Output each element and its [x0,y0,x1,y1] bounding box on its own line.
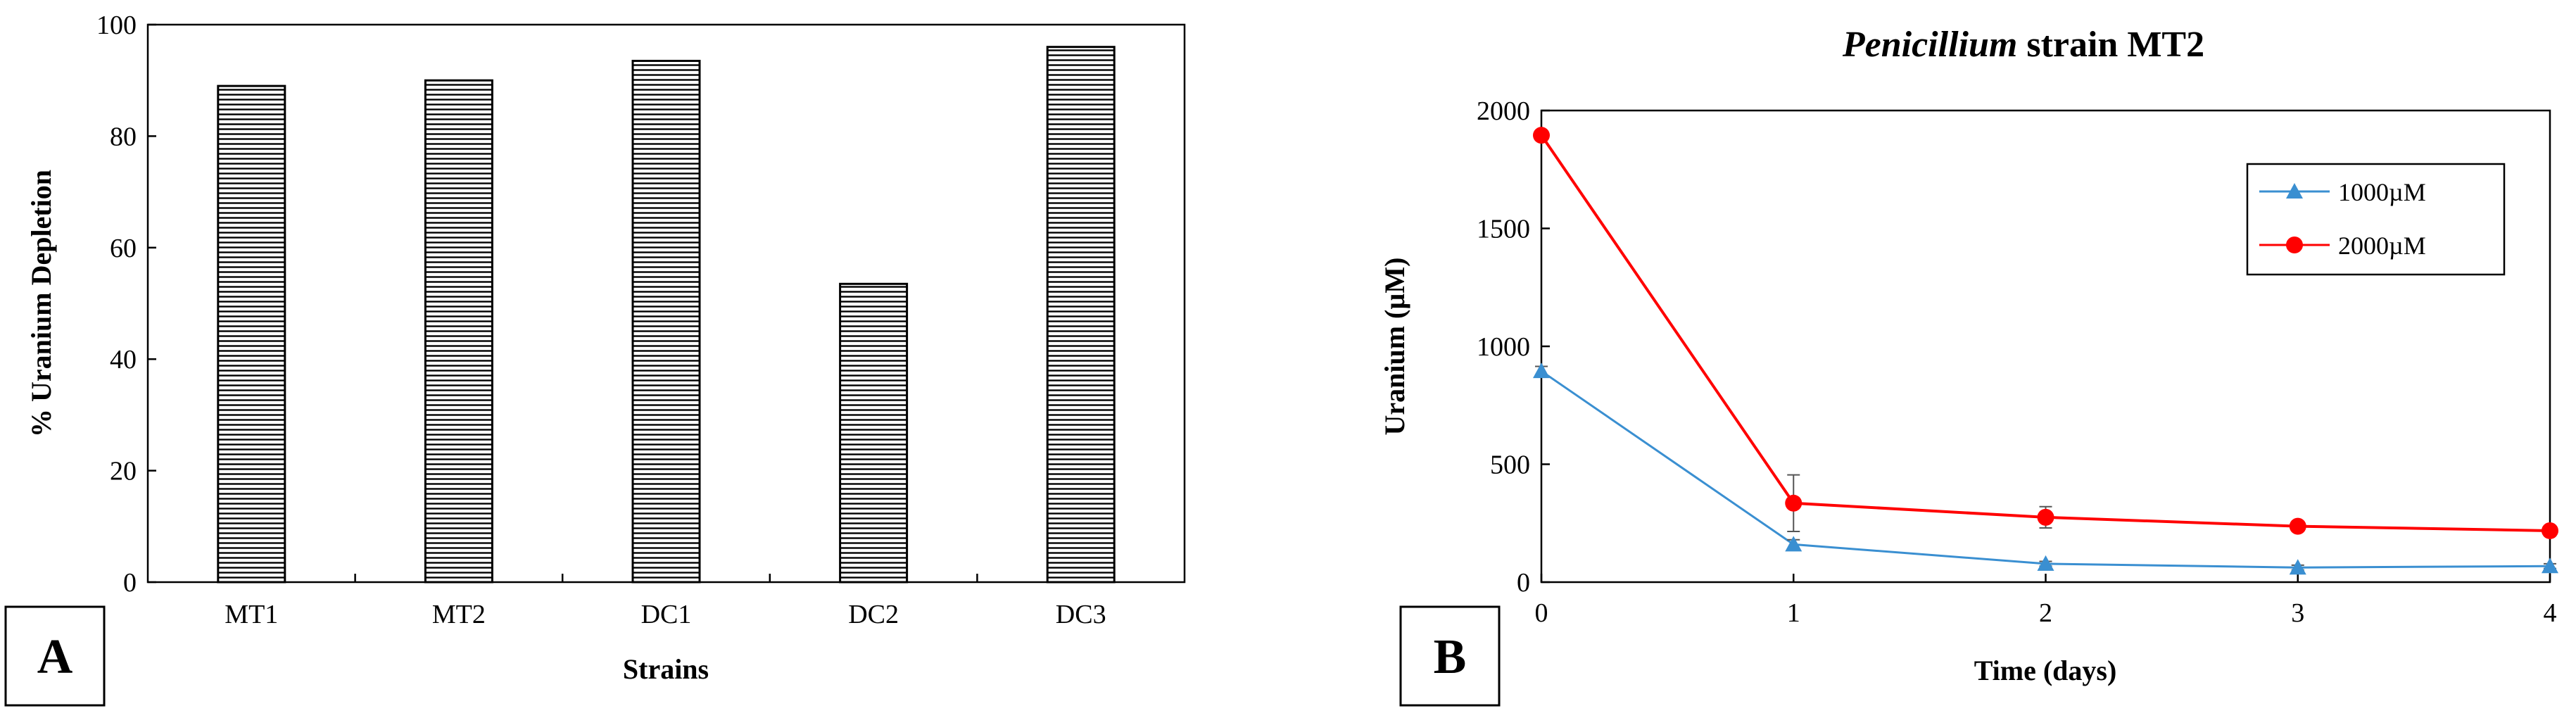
legend-2000-label: 2000µM [2338,232,2426,260]
panel-a-y-tick-label: 100 [96,11,137,40]
panel-a-y-tick-label: 0 [123,568,137,598]
bar-dc1 [631,59,701,584]
panel-b-series [1533,127,2558,575]
legend-1000-label: 1000µM [2338,178,2426,206]
panel-b-label-box [1399,605,1501,707]
panel-b-x-axis-label: Time (days) [1974,655,2117,686]
panel-a-x-tick-labels: MT1 MT2 DC1 DC2 DC3 [225,574,1106,629]
panel-b-y-tick-label: 0 [1517,568,1530,598]
series-1000m-line [1541,370,2551,569]
panel-b-line-chart: Penicillium strain MT2 0500100015002000 … [1379,25,2558,707]
panel-b-x-tick-labels: 0 1 2 3 4 [1535,574,2557,628]
data-point-circle [2289,517,2306,535]
panel-b-x-tick-label: 2 [2039,598,2052,628]
data-point-triangle [2542,558,2558,574]
panel-a-letter: A [37,630,73,684]
panel-b-x-tick-label: 1 [1787,598,1800,628]
panel-a-y-tick-label: 60 [110,234,137,263]
panel-a-bar-chart: 0 20 40 60 80 100 MT1 MT2 DC1 DC2 DC3 % Uranium D… [4,11,1186,707]
bar-dc2 [839,282,909,584]
bar-mt2 [424,79,493,584]
series-2000m [1533,127,2558,539]
panel-b-x-tick-label: 0 [1535,598,1548,628]
panel-b-x-tick-label: 4 [2544,598,2557,628]
data-point-circle [1533,127,1550,144]
panel-a-x-axis-label: Strains [623,653,709,685]
panel-b-y-tick-label: 1500 [1477,215,1530,244]
panel-a-x-tick-label: DC1 [641,600,692,629]
panel-a-x-tick-label: MT2 [432,600,486,629]
panel-b-y-tick-label: 1000 [1477,332,1530,362]
panel-a-y-tick-label: 80 [110,122,137,151]
bar-dc3 [1046,46,1116,584]
series-1000m [1533,363,2558,575]
panel-a-label-box [4,605,106,707]
panel-b-y-tick-labels: 0 500 1000 1500 2000 [1477,96,1550,598]
data-point-circle [2542,522,2558,539]
panel-a-x-tick-label: MT1 [225,600,278,629]
data-point-circle [2037,508,2054,526]
legend-1000-triangle-marker [2286,183,2303,199]
panel-b-x-tick-label: 3 [2291,598,2304,628]
panel-a-y-tick-labels: 0 20 40 60 80 100 [96,11,156,598]
panel-b-legend-box [2246,163,2506,276]
panel-a-bars [217,46,1116,584]
data-point-triangle [2289,559,2306,575]
panel-b-y-axis-label: Uranium (µM) [1379,257,1410,435]
panel-a-y-tick-label: 40 [110,345,137,374]
panel-a-x-tick-label: DC3 [1056,600,1106,629]
legend-2000-circle-marker [2286,237,2303,253]
data-point-triangle [1785,536,1802,552]
panel-b-legend: 1000µM 2000µM [2246,163,2506,276]
data-point-circle [1785,494,1802,512]
panel-b-title-italic: Penicillium [1842,25,2017,65]
panel-b-title-rest: strain MT2 [2017,25,2204,65]
data-point-triangle [1533,363,1550,379]
panel-b-y-tick-label: 2000 [1477,96,1530,126]
panel-a-y-tick-label: 20 [110,457,137,486]
data-point-triangle [2037,555,2054,571]
panel-b-y-tick-label: 500 [1490,451,1530,480]
panel-b-letter: B [1434,630,1467,684]
panel-a-y-axis-label: % Uranium Depletion [25,170,57,437]
panel-b-title: Penicillium strain MT2 [1842,25,2204,65]
panel-a-x-tick-label: DC2 [848,600,899,629]
bar-mt1 [217,84,286,584]
